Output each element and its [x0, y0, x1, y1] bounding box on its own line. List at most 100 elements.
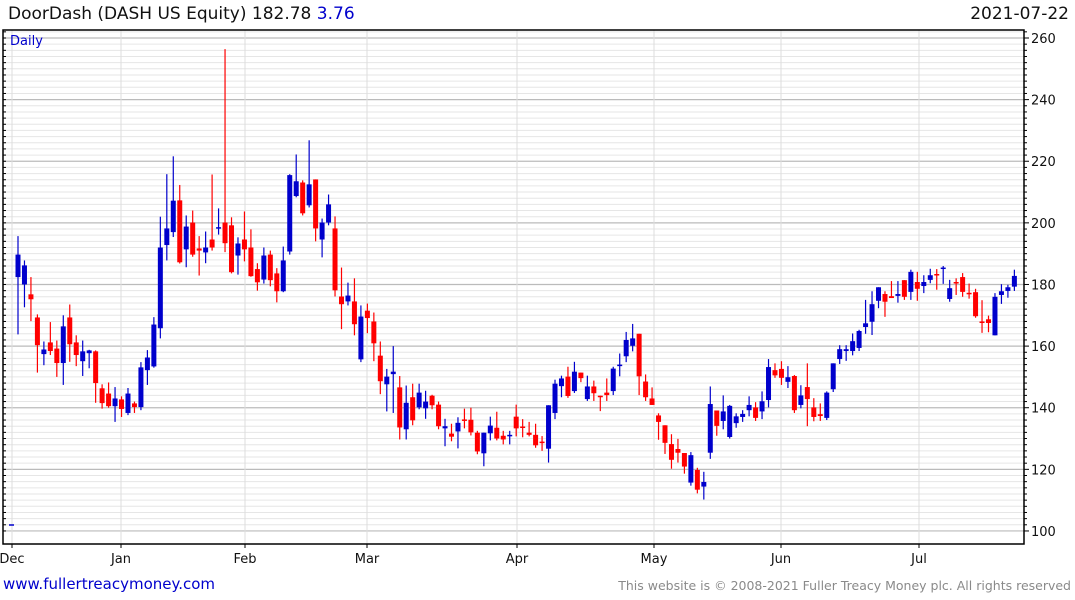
candle-up	[869, 291, 875, 336]
candle-up	[15, 236, 21, 335]
candle-down	[934, 269, 940, 290]
candle-down	[591, 380, 597, 401]
period-label: Daily	[10, 34, 43, 49]
candle-up	[455, 417, 461, 449]
candle-down	[662, 425, 668, 454]
candle-body	[313, 179, 319, 229]
candle-up	[940, 265, 946, 284]
candle-down	[565, 366, 571, 398]
candle-up	[843, 345, 849, 361]
candle-down	[986, 315, 991, 333]
candle-body	[778, 368, 784, 378]
candle-down	[267, 250, 273, 287]
candle-up	[319, 218, 325, 258]
candle-up	[235, 237, 241, 275]
candle-body	[746, 404, 752, 411]
candle-body	[300, 182, 306, 214]
y-tick-label: 260	[1031, 32, 1056, 47]
candle-body	[177, 200, 183, 263]
candle-down	[578, 372, 584, 383]
website-link[interactable]: www.fullertreacymoney.com	[3, 575, 216, 593]
candle-up	[403, 385, 409, 440]
candle-body	[914, 282, 920, 289]
x-tick-label: Jan	[110, 552, 131, 567]
candle-down	[966, 283, 972, 299]
candle-up	[60, 315, 66, 385]
candle-down	[694, 467, 700, 494]
candle-body	[267, 254, 273, 281]
candle-body	[513, 416, 519, 429]
candle-body	[60, 326, 66, 364]
candle-body	[106, 393, 112, 407]
candle-up	[701, 471, 707, 500]
axes: Dec Jan Feb Mar Apr May Jun Jul 100 120 140 160 180 2…	[0, 29, 1056, 567]
candle-body	[261, 255, 267, 280]
candle-up	[125, 388, 131, 416]
candle-down	[131, 401, 137, 413]
candle-body	[694, 469, 700, 490]
candle-up	[138, 362, 144, 411]
candle-body	[390, 371, 396, 375]
candle-down	[526, 421, 532, 437]
candle-body	[93, 351, 99, 384]
candle-down	[222, 49, 228, 253]
candle-up	[416, 383, 422, 410]
candle-up	[927, 268, 933, 284]
y-tick-label: 200	[1031, 217, 1056, 232]
candle-body	[21, 265, 27, 285]
candle-body	[591, 386, 597, 394]
candle-body	[287, 175, 293, 252]
candle-down	[54, 340, 60, 377]
candle-up	[164, 174, 170, 261]
candle-up	[203, 231, 209, 264]
chart-title: DoorDash (DASH US Equity) 182.78 3.76	[8, 4, 355, 24]
candle-down	[979, 300, 985, 333]
candle-up	[720, 395, 726, 430]
candle-body	[643, 381, 649, 398]
candle-down	[973, 288, 979, 318]
candle-body	[811, 407, 817, 417]
candle-down	[28, 277, 34, 322]
candle-down	[196, 236, 202, 276]
candle-down	[397, 375, 403, 440]
candle-down	[500, 430, 506, 445]
candle-body	[798, 395, 804, 405]
candle-up	[157, 216, 163, 339]
candle-body	[222, 222, 228, 244]
candle-body	[138, 367, 144, 408]
candle-body	[714, 410, 720, 426]
candle-body	[112, 398, 118, 407]
candle-up	[746, 396, 752, 417]
candle-body	[966, 292, 972, 295]
candle-body	[293, 181, 299, 197]
candle-body	[733, 416, 739, 424]
candle-body	[824, 392, 830, 418]
candle-body	[720, 411, 726, 421]
candle-down	[604, 378, 610, 401]
candle-body	[998, 291, 1004, 295]
candle-body	[610, 368, 616, 392]
candle-body	[319, 222, 325, 240]
candle-down	[461, 408, 467, 429]
candle-body	[837, 349, 843, 360]
candle-body	[772, 370, 778, 376]
candle-down	[804, 363, 810, 427]
candle-body	[67, 317, 73, 345]
candle-down	[668, 434, 674, 469]
candle-body	[241, 239, 247, 250]
candle-up	[623, 331, 629, 363]
candle-body	[565, 376, 571, 397]
candle-down	[520, 419, 526, 438]
candle-body	[675, 449, 681, 453]
candle-up	[345, 282, 351, 306]
candle-body	[34, 317, 40, 346]
candle-down	[533, 423, 539, 448]
candle-down	[364, 303, 370, 334]
candle-up	[610, 366, 616, 396]
candle-up	[766, 359, 772, 408]
candle-down	[778, 361, 784, 385]
candle-down	[753, 402, 759, 421]
candle-body	[895, 294, 901, 296]
candle-down	[901, 280, 907, 300]
candle-body	[377, 355, 383, 382]
